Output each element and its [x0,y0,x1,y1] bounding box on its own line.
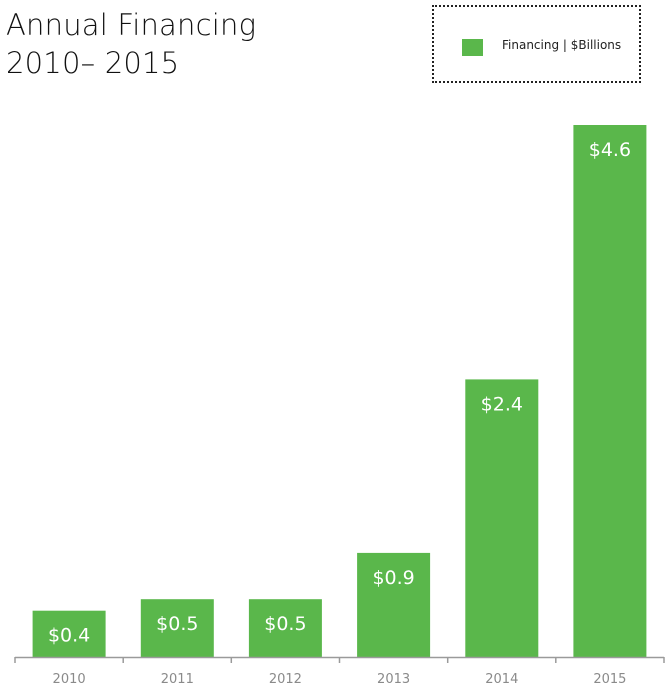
x-tick-label-2014: 2014 [485,672,518,687]
bar-2012 [248,599,322,657]
legend: Financing | $Billions [432,5,641,83]
bar-2011 [140,599,214,657]
x-tick-label-2012: 2012 [269,672,302,687]
bar-value-label-2010: $0.4 [48,625,90,647]
legend-label: Financing | $Billions [502,38,622,52]
chart-title-line2: 2010– 2015 [6,46,180,80]
x-tick-label-2010: 2010 [53,672,86,687]
x-tick-label-2013: 2013 [377,672,410,687]
bar-2014 [465,379,539,657]
x-tick-label-2015: 2015 [593,672,626,687]
bars-group: $0.4 $0.5 $0.5 $0.9 $2.4 $4.6 [32,125,647,657]
bar-2015 [573,125,647,657]
bar-2013 [357,552,431,657]
chart-title-line1: Annual Financing [6,8,257,42]
x-tick-label-2011: 2011 [161,672,194,687]
bar-value-label-2015: $4.6 [589,139,631,161]
bar-2010 [32,610,106,657]
chart-title: Annual Financing 2010– 2015 [6,6,256,82]
bar-value-label-2014: $2.4 [481,393,523,415]
legend-swatch [462,39,483,56]
x-axis: 2010 2011 2012 2013 2014 2015 [14,656,665,687]
bar-value-label-2013: $0.9 [372,567,414,589]
bar-value-label-2011: $0.5 [156,613,198,635]
bar-value-label-2012: $0.5 [264,613,306,635]
